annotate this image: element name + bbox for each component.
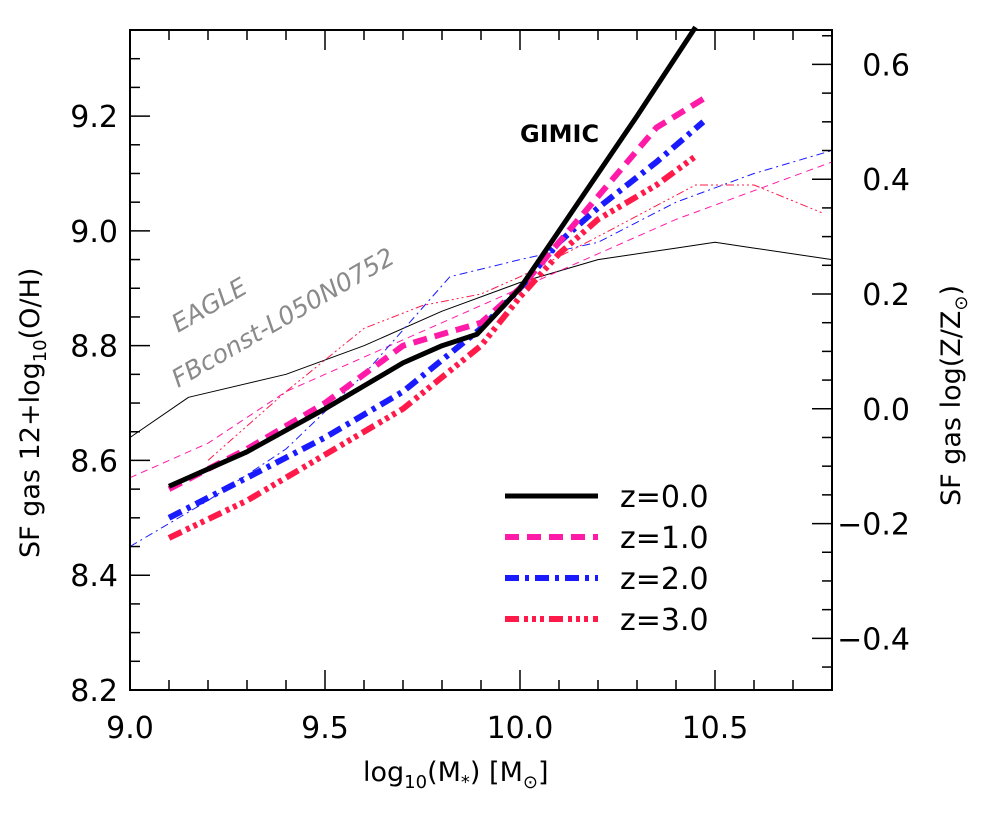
y-axis-title: SF gas 12+log10(O/H)	[15, 268, 51, 558]
legend-label-1: z=0.0	[620, 480, 709, 515]
y2-tick-label: 0.4	[862, 163, 910, 198]
gimic-line-z=3.0	[167, 153, 698, 541]
x-tick-label: 10.0	[487, 711, 554, 746]
y-tick-label: 8.8	[70, 330, 118, 365]
y-tick-label: 8.4	[70, 559, 118, 594]
x-tick-label: 10.5	[682, 711, 749, 746]
y2-tick-label: −0.2	[837, 508, 910, 543]
ticks: 9.0 9.5 10.0 10.5 8.2 8.4 8.6 8.8 9.0 9.2 −0.4 −0.2…	[70, 29, 910, 746]
x-axis-title: log10(M*) [M⊙]	[363, 757, 549, 793]
y-tick-label: 9.0	[70, 215, 118, 250]
eagle-line-2	[129, 161, 833, 479]
x-tick-label: 9.5	[301, 711, 349, 746]
y-tick-label: 9.2	[70, 100, 118, 135]
y2-axis-title: SF gas log(Z/Z⊙)	[936, 285, 972, 506]
eagle-lines	[129, 150, 833, 547]
x-tick-label: 9.0	[106, 711, 154, 746]
eagle-line-3	[129, 150, 833, 547]
gimic-lines	[167, 25, 706, 541]
gimic-line-z=0.0	[167, 25, 698, 489]
y-tick-label: 8.6	[70, 444, 118, 479]
legend-label-3: z=2.0	[620, 562, 709, 597]
y2-tick-label: 0.2	[862, 278, 910, 313]
y2-tick-label: 0.6	[862, 48, 910, 83]
gimic-line-z=1.0	[167, 96, 705, 492]
annotation-gimic: GIMIC	[520, 120, 599, 148]
legend-label-4: z=3.0	[620, 603, 709, 638]
eagle-line-1	[129, 241, 833, 438]
y2-tick-label: −0.4	[837, 622, 910, 657]
y-tick-label: 8.2	[70, 674, 118, 709]
legend-label-2: z=1.0	[620, 521, 709, 556]
y2-tick-label: 0.0	[862, 393, 910, 428]
legend: z=0.0 z=1.0 z=2.0 z=3.0	[505, 480, 709, 638]
